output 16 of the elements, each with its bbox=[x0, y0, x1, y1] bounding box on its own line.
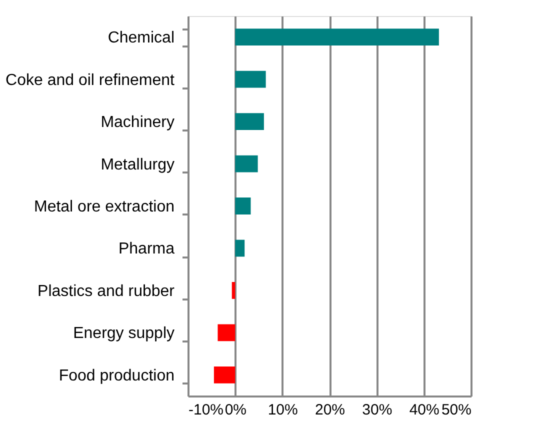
y-tick-label: Energy supply bbox=[73, 325, 174, 342]
y-tick-label: Plastics and rubber bbox=[38, 282, 176, 300]
y-tick-label: Machinery bbox=[100, 114, 174, 132]
y-tick-label: Coke and oil refinement bbox=[6, 72, 176, 89]
x-tick-label: -10% bbox=[188, 402, 224, 418]
x-tick-label: 0% bbox=[224, 402, 247, 418]
x-tick-label: 50% bbox=[441, 402, 472, 418]
x-tick-label: 30% bbox=[362, 402, 392, 418]
y-tick-label: Pharma bbox=[118, 240, 175, 258]
y-tick-label: Chemical bbox=[108, 30, 174, 47]
y-tick-label: Food production bbox=[58, 367, 174, 384]
x-tick-label: 10% bbox=[268, 402, 298, 418]
x-tick-label: 20% bbox=[314, 402, 346, 418]
x-tick-label: 40% bbox=[409, 402, 440, 418]
y-tick-label: Metal ore extraction bbox=[34, 198, 174, 216]
y-tick-label: Metallurgy bbox=[100, 156, 174, 174]
